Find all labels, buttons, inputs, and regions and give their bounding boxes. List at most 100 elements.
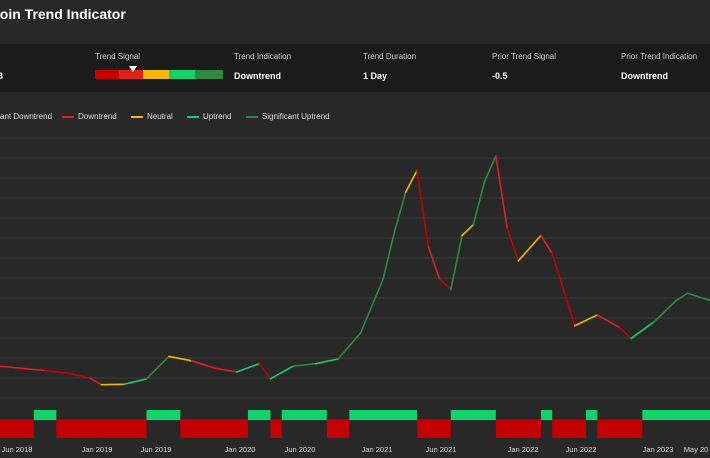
trend-summary-panel: 3 Trend Signal Trend Indication Downtren… [0,44,710,92]
price-segment [517,234,542,262]
price-segment [495,155,508,230]
signal-strip-up-bar [586,410,598,420]
signal-strip-down-bar [270,420,282,438]
price-segment [292,362,317,368]
price-segment [404,169,418,193]
price-segment [449,234,463,291]
signal-seg-neutral [143,70,169,79]
x-tick-label: May 20 [684,445,709,454]
x-tick-label: Jun 2021 [426,445,457,454]
price-segment [337,332,362,360]
signal-strip-up-bar [281,410,327,420]
price-segment [21,367,46,372]
x-tick-label: Jan 2023 [643,445,674,454]
signal-strip-down-bar [180,420,248,438]
price-series [0,155,710,386]
price-segment [596,314,621,329]
price-segment [382,231,396,280]
price-segment [145,355,170,380]
price-segment [686,292,710,302]
summary-value-prior-indication: Downtrend [621,71,668,81]
price-segment [472,180,486,226]
x-tick-label: Jan 2020 [225,445,256,454]
price-segment [630,321,655,340]
price-segment [551,252,565,291]
signal-strip-down-bar [101,420,147,438]
signal-seg-significant-downtrend [95,70,119,79]
signal-strip-up-bar [540,410,553,420]
x-tick-label: Jan 2022 [508,445,539,454]
signal-strip-down-bar [597,420,643,438]
x-tick-label: Jun 2019 [141,445,172,454]
legend-item-significant-downtrend[interactable]: cant Downtrend [0,112,52,121]
x-tick-label: Jun 2022 [566,445,597,454]
summary-value-trend-duration: 1 Day [363,71,388,81]
price-segment [359,278,384,334]
summary-header-prior-indication: Prior Trend Indication [621,52,698,61]
summary-value-prior-signal: -0.5 [492,71,508,81]
signal-strip-up-bar [146,410,181,420]
legend-swatch [246,115,258,118]
x-tick-label: Jan 2021 [362,445,393,454]
price-segment [314,358,339,365]
price-segment [66,372,91,379]
price-segment [438,278,452,291]
signal-seg-significant-uptrend [195,70,223,79]
price-segment [168,355,193,362]
summary-header-trend-duration: Trend Duration [363,52,417,61]
price-segment [258,362,272,380]
x-axis-ticks: Jun 2018 Jan 2019 Jun 2019 Jan 2020 Jun 2020… [2,445,709,454]
summary-header-trend-signal: Trend Signal [95,52,141,61]
summary-header-prior-signal: Prior Trend Signal [492,52,557,61]
price-segment [619,326,632,340]
legend-item-significant-uptrend[interactable]: Significant Uptrend [246,112,330,121]
price-segment [540,234,554,255]
summary-header-trend-indication: Trend Indication [234,52,292,61]
legend-item-neutral[interactable]: Neutral [131,112,173,121]
trend-signal-bar [95,70,223,79]
legend-item-downtrend[interactable]: Downtrend [62,112,117,121]
signal-seg-uptrend [169,70,195,79]
price-segment [427,245,441,280]
legend-label: cant Downtrend [0,112,53,121]
legend-item-uptrend[interactable]: Uptrend [187,112,231,121]
price-segment [235,362,261,373]
price-segment [44,369,69,374]
signal-strip-up-bar [642,410,710,420]
signal-strip-down-bar [326,420,350,438]
price-segment [0,365,24,370]
trend-signal-marker-icon [129,66,137,72]
price-segment [123,378,148,386]
signal-strip-up-bar [33,410,57,420]
price-segment [89,377,103,386]
price-segment [393,191,407,233]
price-segment [416,169,430,248]
price-segment [213,367,238,373]
signal-strip-up-bar [349,410,417,420]
legend-label: Uptrend [203,112,232,121]
legend-label: Downtrend [78,112,117,121]
signal-strip-down-bar [416,420,451,438]
signal-strip-down-bar [56,420,102,438]
price-segment [190,360,215,369]
signal-strip-down-bar [0,420,34,438]
legend-label: Significant Uptrend [262,112,330,121]
legend-swatch [187,115,199,118]
legend-swatch [131,115,143,118]
signal-strip [0,410,710,438]
page-title: coin Trend Indicator [0,6,126,22]
price-segment [506,227,520,262]
price-segment [483,155,497,183]
signal-strip-up-bar [247,410,271,420]
signal-strip-up-bar [450,410,496,420]
signal-seg-downtrend [119,70,143,79]
legend-swatch [62,115,74,118]
price-segment [461,223,475,237]
x-tick-label: Jan 2019 [82,445,113,454]
signal-strip-down-bar [552,420,587,438]
trend-chart[interactable]: Jun 2018 Jan 2019 Jun 2019 Jan 2020 Jun 2020… [0,130,710,458]
price-segment [562,288,576,327]
price-segment [269,365,294,380]
x-tick-label: Jun 2020 [285,445,316,454]
legend-label: Neutral [147,112,173,121]
